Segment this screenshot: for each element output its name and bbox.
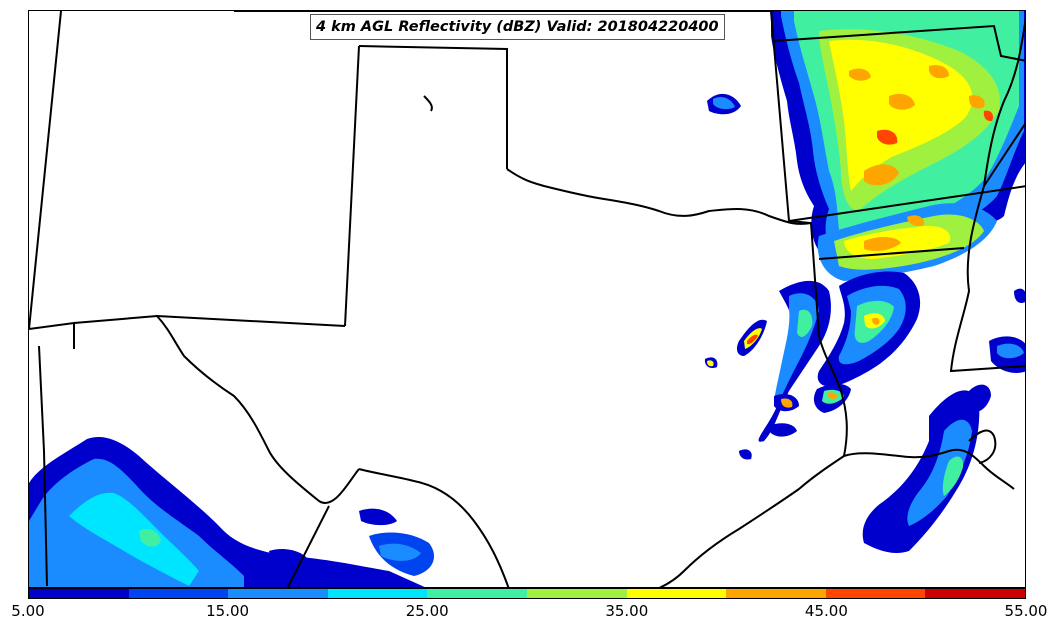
boundary-nm-south <box>29 321 75 349</box>
boundary-rio-grande-east <box>358 468 510 587</box>
echo-cluster-gulf <box>862 384 991 554</box>
radar-map <box>28 10 1026 588</box>
boundary-nm-tx-south <box>73 314 346 327</box>
boundary-tx-ar-la <box>770 11 848 457</box>
boundary-mexico-state <box>286 505 330 587</box>
echo-cluster-southwest <box>29 437 434 587</box>
colorbar-tick-label: 35.00 <box>605 602 649 620</box>
colorbar-tick-label: 5.00 <box>11 602 45 620</box>
boundary-la-delta <box>968 429 997 464</box>
colorbar <box>28 588 1026 599</box>
reflectivity-field <box>29 11 1025 587</box>
colorbar-segment <box>825 589 926 598</box>
colorbar-segment <box>925 589 1025 598</box>
colorbar-segment <box>327 589 428 598</box>
political-boundaries <box>29 11 1025 587</box>
boundary-mississippi-river <box>949 17 1025 373</box>
colorbar-tick-label: 15.00 <box>206 602 250 620</box>
boundary-ar-la <box>818 247 965 260</box>
boundary-gulf-coast-la <box>843 448 1015 490</box>
colorbar-tick-label: 45.00 <box>804 602 848 620</box>
map-title: 4 km AGL Reflectivity (dBZ) Valid: 20180… <box>310 14 725 40</box>
colorbar-segment <box>526 589 627 598</box>
boundary-rio-grande-west <box>156 315 360 504</box>
boundary-mo-ar <box>788 185 1025 222</box>
colorbar-segment <box>726 589 826 598</box>
colorbar-tick-label: 55.00 <box>1004 602 1048 620</box>
echo-line-east-texas <box>704 271 1025 460</box>
boundary-lake <box>423 95 433 112</box>
boundary-az-nm <box>29 11 62 330</box>
colorbar-segment <box>626 589 727 598</box>
boundary-gulf-coast-tx <box>659 455 845 587</box>
boundary-tx-panhandle <box>358 45 508 169</box>
colorbar-segment <box>128 589 229 598</box>
boundary-nm-tx-west <box>344 45 360 327</box>
boundary-ks-mo <box>773 24 1025 62</box>
colorbar-tick-label: 25.00 <box>405 602 449 620</box>
echo-cluster-northeast <box>707 11 1025 303</box>
map-canvas <box>29 11 1025 587</box>
boundary-mexico-west <box>38 345 48 587</box>
colorbar-segment <box>427 589 527 598</box>
boundary-red-river <box>506 168 812 225</box>
colorbar-segment <box>228 589 328 598</box>
boundary-tn <box>983 122 1025 187</box>
colorbar-segment <box>29 589 129 598</box>
